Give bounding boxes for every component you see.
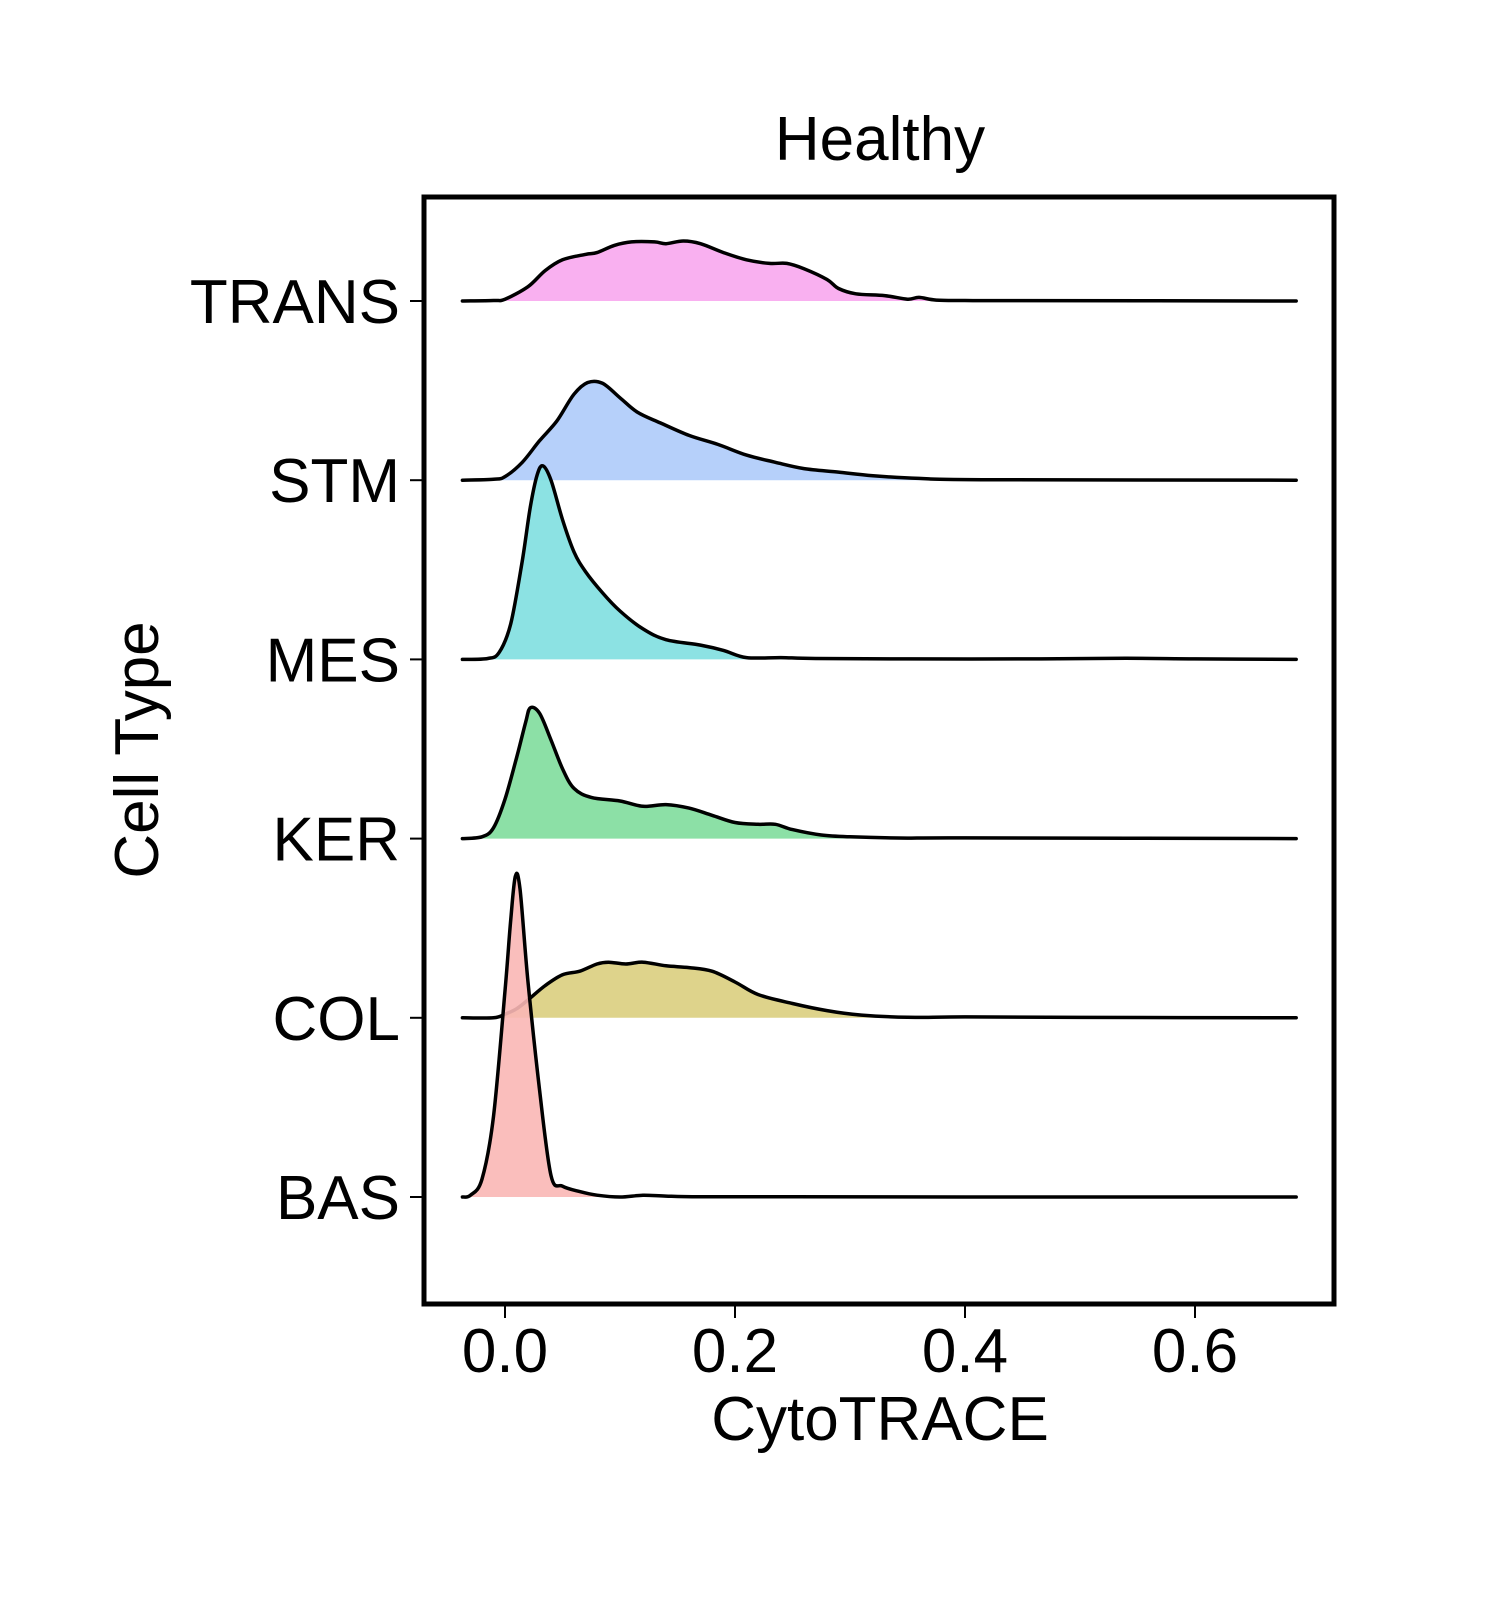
chart-title: Healthy: [775, 105, 985, 174]
y-axis: TRANS STM MES KER COL BAS: [190, 268, 424, 1233]
ridge-line-trans: [460, 239, 1298, 303]
x-tick-label: 0.4: [922, 1317, 1008, 1386]
ridge-line-ker: [460, 705, 1298, 841]
plot-frame: [421, 194, 1337, 1307]
ridge-line-stm: [460, 379, 1298, 482]
ridge-col: [460, 960, 1298, 1020]
ridge-trans: [460, 239, 1298, 303]
ridge-line-bas: [460, 871, 1298, 1199]
ridge-fill-stm: [462, 381, 1297, 481]
y-tick-label-bas: BAS: [276, 1164, 400, 1233]
ridge-fill-col: [462, 962, 1297, 1019]
x-axis: 0.0 0.2 0.4 0.6: [462, 1304, 1238, 1386]
ridge-bas: [460, 871, 1298, 1199]
y-tick-label-stm: STM: [269, 447, 400, 516]
ridge-mes: [460, 464, 1298, 662]
ridge-ker: [460, 705, 1298, 841]
y-tick-label-trans: TRANS: [190, 268, 400, 337]
ridge-line-mes: [460, 464, 1298, 662]
x-tick-label: 0.0: [462, 1317, 548, 1386]
y-axis-label: Cell Type: [103, 621, 172, 878]
y-tick-label-col: COL: [273, 985, 400, 1054]
ridge-fill-ker: [462, 707, 1297, 839]
ridges-group: [460, 239, 1298, 1199]
x-tick-label: 0.2: [692, 1317, 778, 1386]
ridge-fill-bas: [462, 873, 1297, 1198]
x-tick-label: 0.6: [1152, 1317, 1238, 1386]
ridge-fill-mes: [462, 465, 1297, 660]
ridge-stm: [460, 379, 1298, 482]
y-tick-label-mes: MES: [266, 626, 400, 695]
y-tick-label-ker: KER: [273, 806, 400, 875]
x-axis-label: CytoTRACE: [711, 1385, 1049, 1454]
ridge-fill-trans: [462, 241, 1297, 301]
